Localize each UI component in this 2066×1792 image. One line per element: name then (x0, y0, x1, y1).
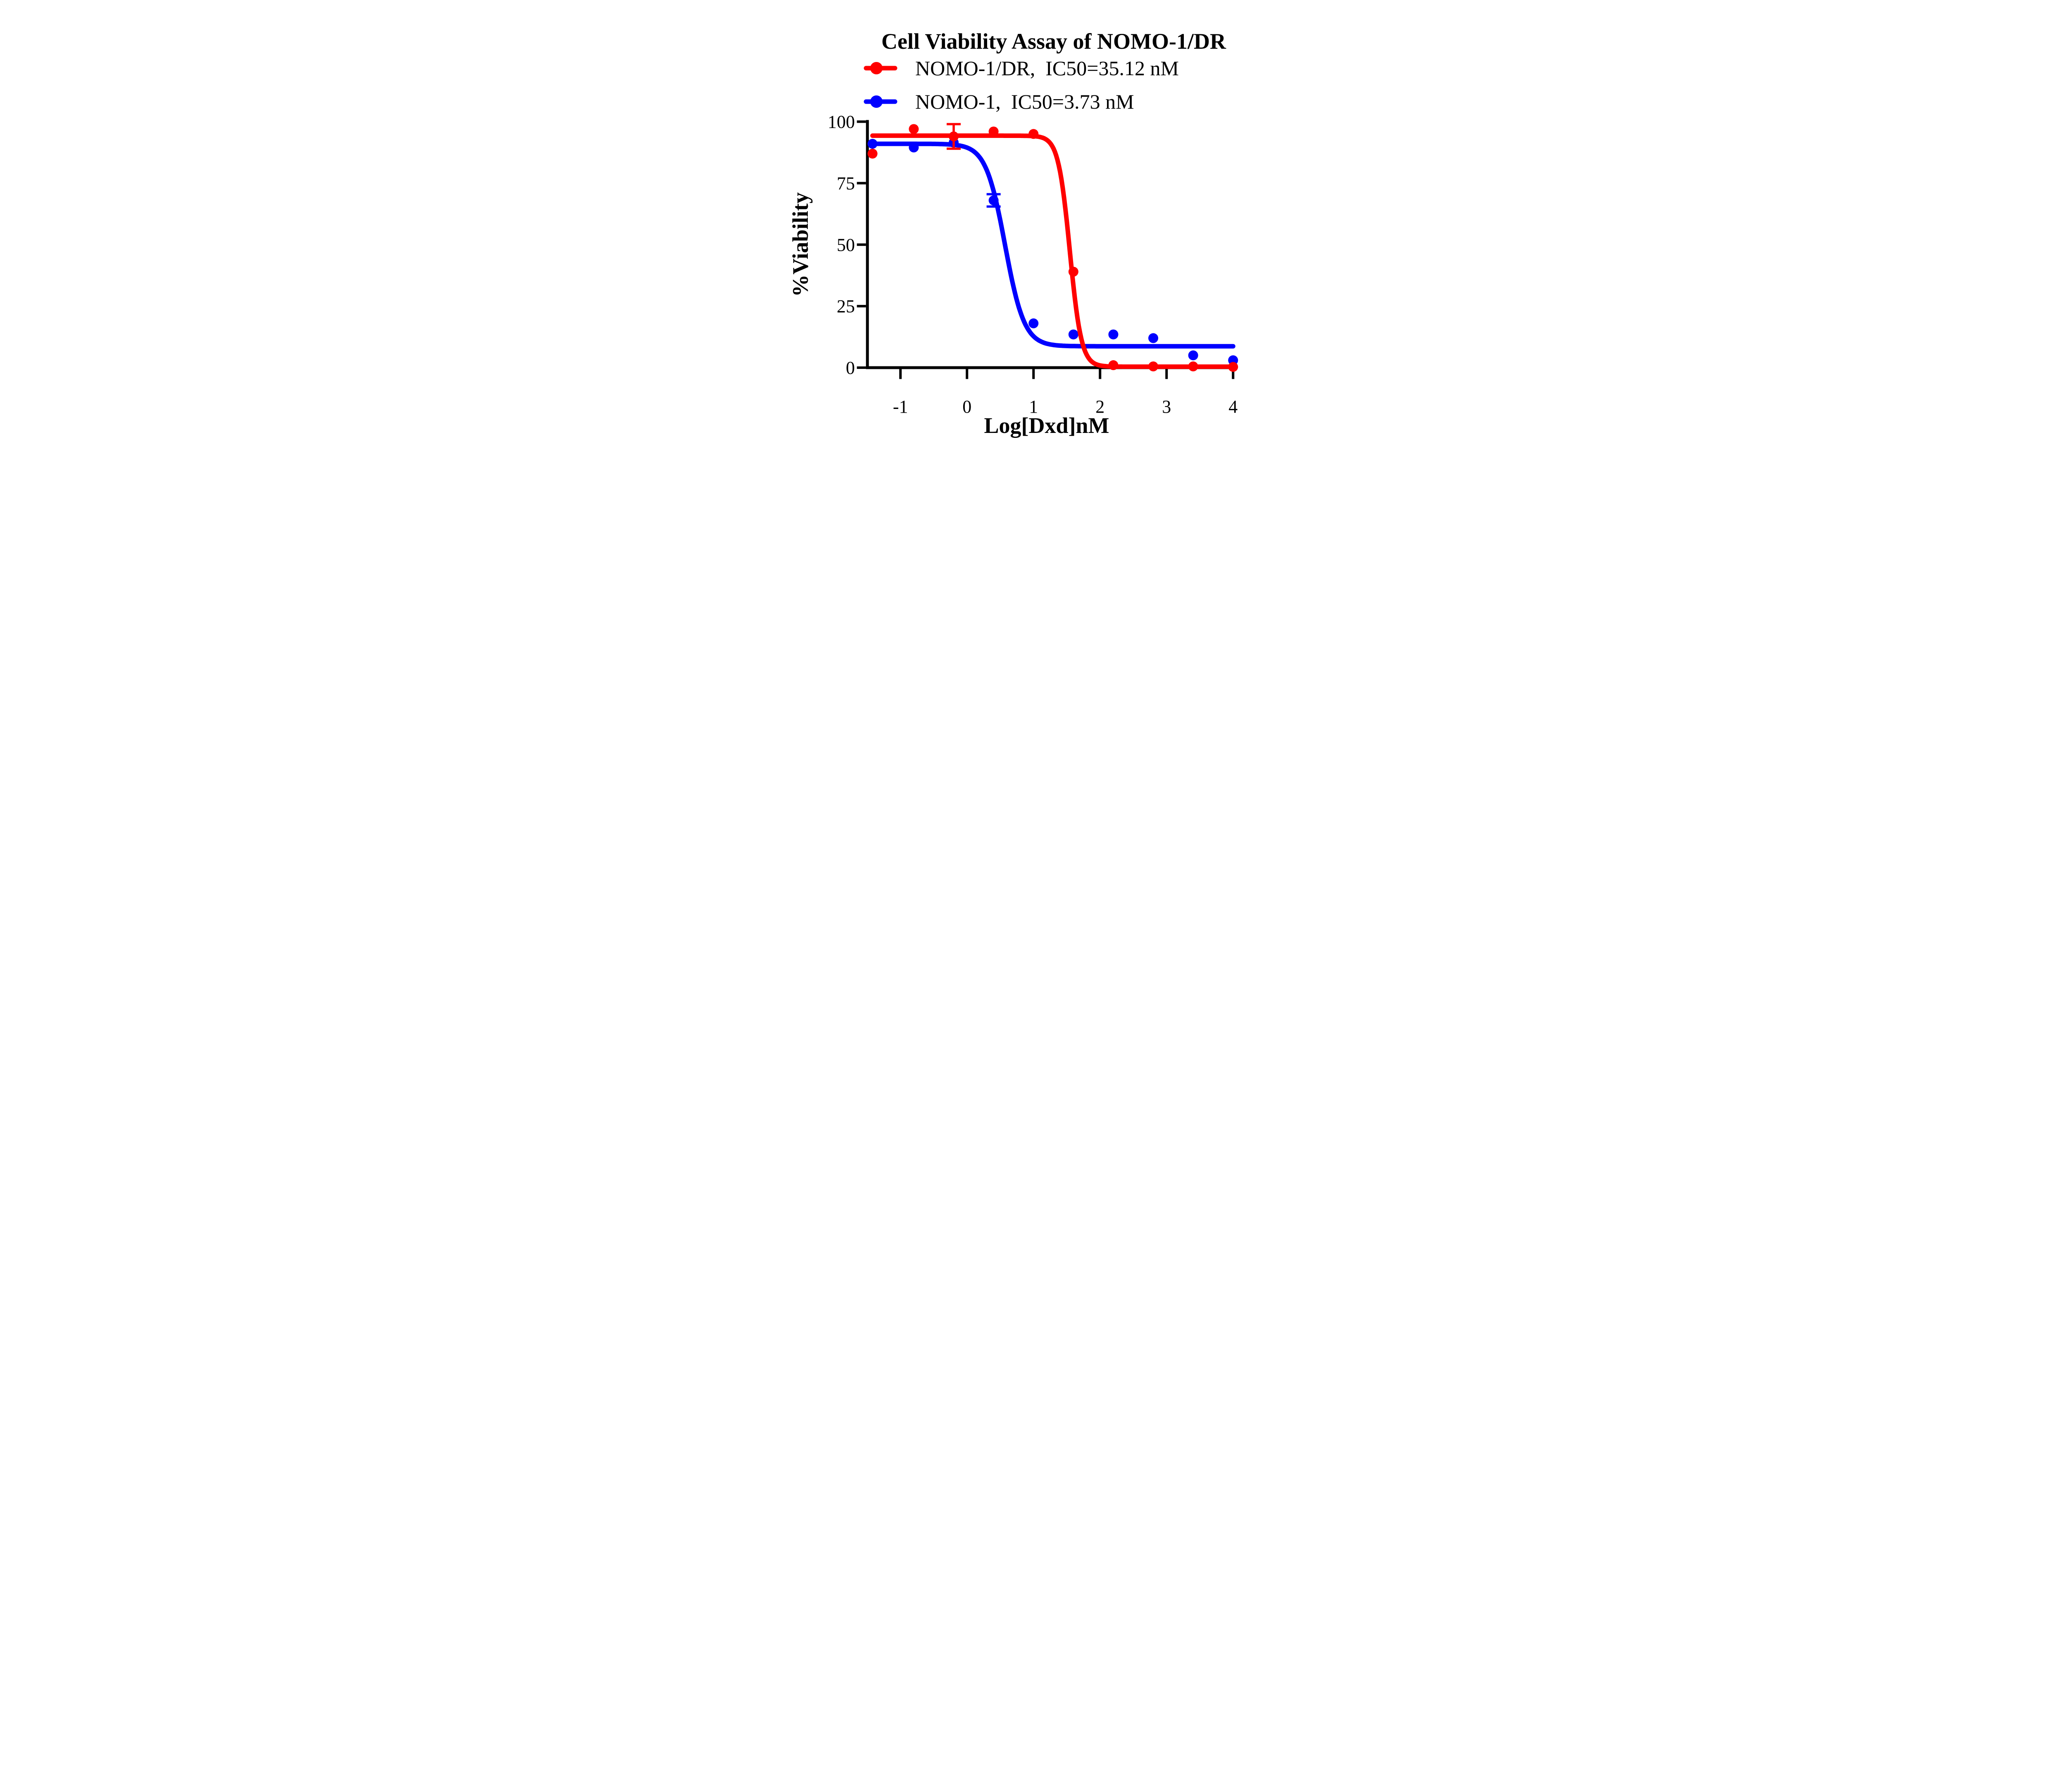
y-tick-label: 75 (837, 173, 855, 193)
legend-item-nomo1: NOMO-1, IC50=3.73 nM (864, 90, 1134, 113)
data-point-NOMO-1/DR (1148, 361, 1159, 372)
series-NOMO-1/DR (867, 123, 1238, 372)
data-point-NOMO-1/DR (1108, 360, 1119, 371)
x-tick-label: 2 (1095, 397, 1104, 417)
data-point-NOMO-1 (1068, 329, 1078, 340)
series-NOMO-1 (867, 138, 1238, 366)
fit-curve-NOMO-1/DR (870, 133, 1235, 369)
y-tick-label: 100 (828, 112, 855, 132)
y-tick-label: 25 (837, 296, 855, 316)
x-axis-title: Log[Dxd]nM (984, 413, 1109, 438)
data-point-NOMO-1/DR (1068, 266, 1078, 277)
data-point-NOMO-1 (909, 143, 919, 153)
data-point-NOMO-1 (988, 195, 999, 206)
legend-dot-marker-red (870, 62, 883, 74)
legend: NOMO-1/DR, IC50=35.12 nM NOMO-1, IC50=3.… (864, 57, 1179, 113)
data-point-NOMO-1 (1028, 318, 1039, 328)
chart-title: Cell Viability Assay of NOMO-1/DR (881, 29, 1226, 54)
axes: 0 25 50 75 100 -1 0 1 2 3 4 (828, 112, 1238, 417)
y-tick-label: 50 (837, 235, 855, 255)
data-point-NOMO-1 (1148, 333, 1159, 343)
legend-dot-marker-blue (870, 95, 883, 108)
fit-curve-NOMO-1 (870, 141, 1235, 349)
data-point-NOMO-1/DR (1228, 362, 1238, 372)
x-tick-label: 0 (962, 397, 971, 417)
data-point-NOMO-1/DR (909, 124, 919, 134)
x-tick-label: 3 (1162, 397, 1171, 417)
legend-item-nomo1dr: NOMO-1/DR, IC50=35.12 nM (864, 57, 1179, 80)
series-layer (867, 123, 1238, 372)
x-tick-label: 1 (1029, 397, 1038, 417)
legend-label-nomo1: NOMO-1, IC50=3.73 nM (915, 90, 1134, 113)
y-axis-title: %Viability (788, 192, 813, 297)
data-point-NOMO-1 (867, 139, 878, 149)
data-point-NOMO-1/DR (949, 131, 959, 142)
x-tick-label: -1 (893, 397, 908, 417)
data-point-NOMO-1/DR (988, 126, 999, 137)
y-tick-label: 0 (846, 358, 855, 378)
legend-label-nomo1dr: NOMO-1/DR, IC50=35.12 nM (915, 57, 1179, 80)
data-point-NOMO-1/DR (1188, 361, 1198, 372)
data-point-NOMO-1/DR (867, 148, 878, 159)
dose-response-chart: Cell Viability Assay of NOMO-1/DR NOMO-1… (774, 0, 1292, 448)
x-tick-label: 4 (1228, 397, 1238, 417)
data-point-NOMO-1 (1108, 329, 1119, 340)
chart-canvas: Cell Viability Assay of NOMO-1/DR NOMO-1… (774, 0, 1292, 448)
data-point-NOMO-1 (1188, 350, 1198, 361)
data-point-NOMO-1/DR (1028, 129, 1039, 139)
